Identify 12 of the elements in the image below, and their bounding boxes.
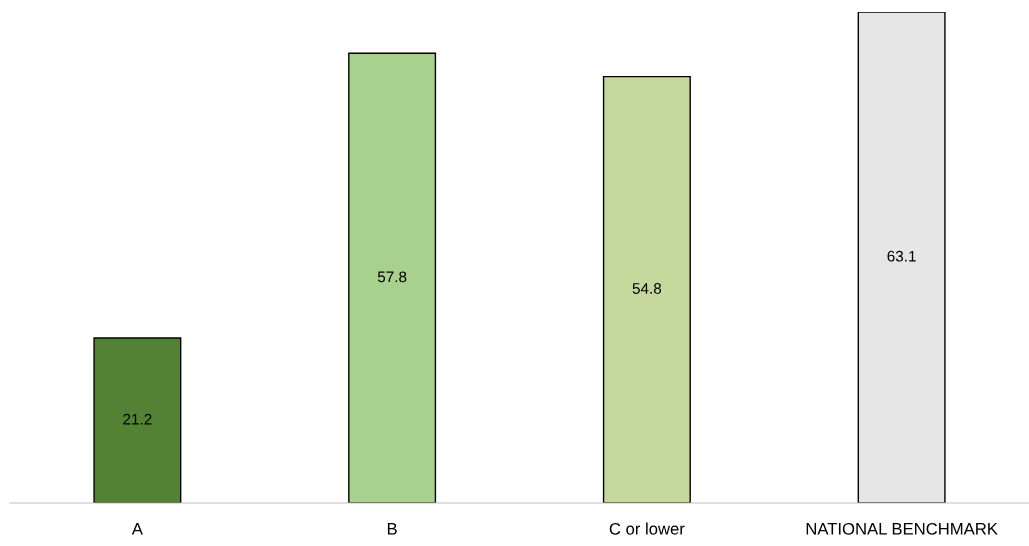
data-label: 54.8 (632, 283, 662, 294)
bar (602, 75, 691, 503)
bar (93, 337, 182, 503)
x-tick-label: NATIONAL BENCHMARK (806, 522, 998, 535)
bar (857, 12, 946, 503)
x-tick-label: B (387, 523, 397, 535)
data-label: 63.1 (887, 250, 916, 262)
bar (348, 52, 437, 503)
x-tick-label: A (131, 523, 143, 535)
data-label: 57.8 (377, 271, 407, 283)
x-tick-label: C or lower (609, 522, 685, 535)
data-label: 21.2 (123, 413, 152, 425)
